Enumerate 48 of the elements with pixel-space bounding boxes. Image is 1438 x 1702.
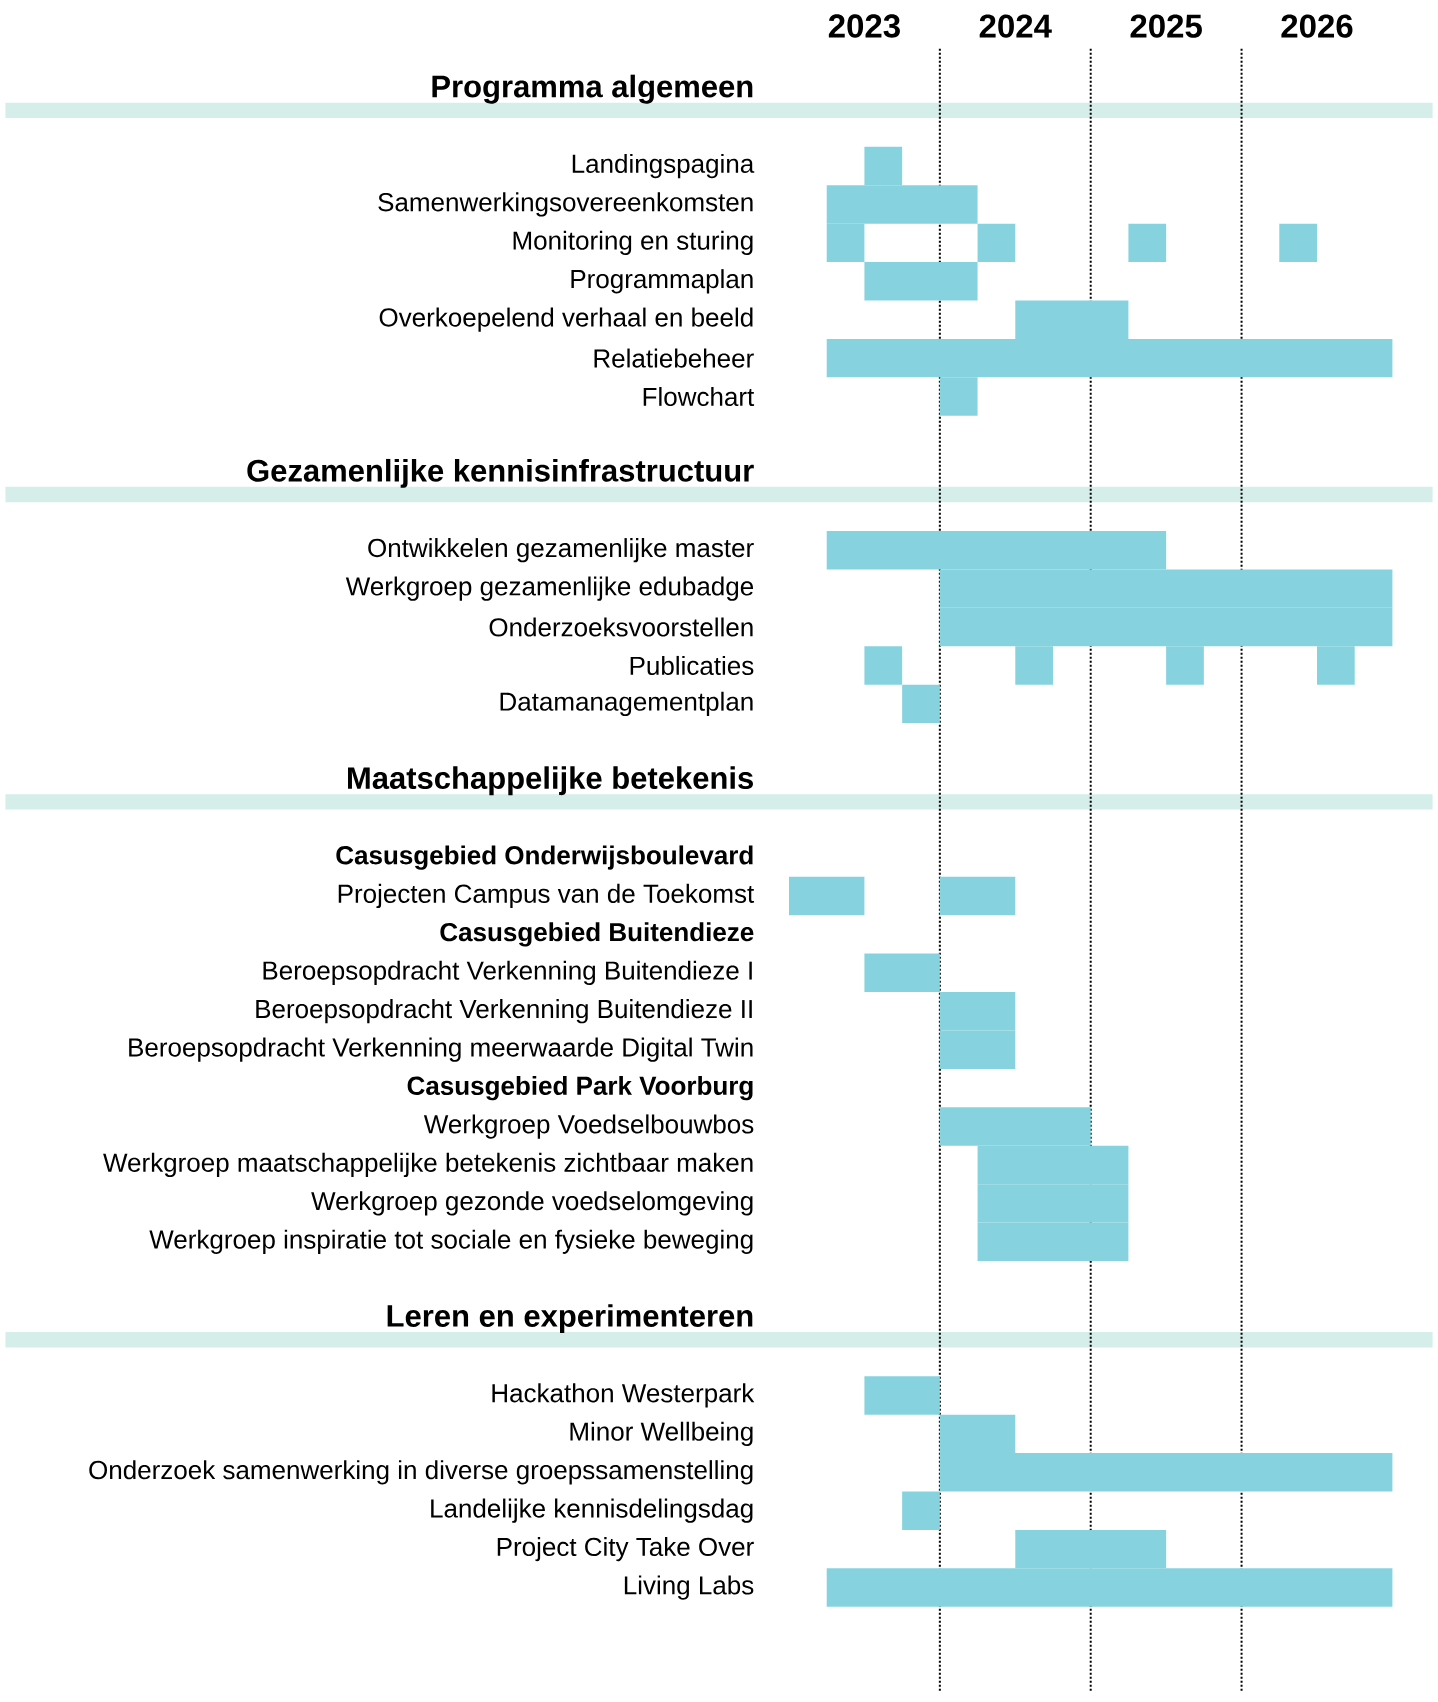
y-tick-label: Werkgroep inspiratie tot sociale en fysieke beweging: [149, 1229, 753, 1254]
y-tick-label: Projecten Campus van de Toekomst: [338, 883, 755, 909]
bar: [902, 1491, 940, 1530]
x-tick-label: 2026: [1281, 14, 1353, 38]
bar: [1128, 223, 1167, 263]
y-tick-label: Living Labs: [624, 1575, 754, 1600]
y-tick-label: Ontwikkelen gezamenlijke master: [368, 538, 754, 563]
bar: [977, 223, 1016, 263]
y-tick-label: Onderzoeksvoorstellen: [489, 617, 753, 637]
y-tick-label: Gezamenlijke kennisinfrastructuur: [247, 458, 754, 488]
y-tick-label: Monitoring en sturing: [513, 230, 753, 255]
x-tick-label: 2025: [1130, 14, 1202, 38]
y-tick-label: Beroepsopdracht Verkenning meerwaarde Digital Twin: [129, 1037, 753, 1062]
y-tick-label: Onderzoek samenwerking in diverse groepssamenstelling: [89, 1460, 753, 1485]
y-tick-label: Leren en experimenteren: [387, 1304, 753, 1334]
y-tick-label: Overkoepelend verhaal en beeld: [379, 307, 753, 332]
y-tick-label: Werkgroep gezonde voedselomgeving: [311, 1191, 753, 1216]
bar: [864, 953, 940, 993]
y-tick-label: Landelijke kennisdelingsdag: [431, 1498, 753, 1523]
y-tick-label: Werkgroep maatschappelijke betekenis zichtbaar maken: [103, 1152, 753, 1178]
y-tick-label: Hackathon Westerpark: [492, 1383, 755, 1408]
y-tick-label: Relatiebeheer: [594, 348, 754, 368]
bar: [902, 684, 940, 724]
y-tick-label: Programmaplan: [571, 269, 753, 294]
bar: [864, 262, 978, 301]
bar: [789, 876, 865, 916]
y-tick-label: Casusgebied Buitendieze: [440, 922, 754, 947]
x-tick-label: 2024: [979, 14, 1052, 38]
x-tick-label: 2023: [828, 14, 900, 38]
y-tick-label: Programma algemeen: [432, 74, 753, 104]
y-tick-label: Samenwerkingsovereenkomsten: [378, 192, 753, 217]
y-tick-label: Casusgebied Onderwijsboulevard: [336, 845, 753, 870]
y-tick-label: Maatschappelijke betekenis: [348, 766, 753, 796]
y-tick-label: Project City Take Over: [497, 1536, 754, 1562]
y-tick-label: Beroepsopdracht Verkenning Buitendieze I: [263, 960, 752, 985]
y-tick-label: Beroepsopdracht Verkenning Buitendieze II: [256, 999, 752, 1024]
y-tick-label: Werkgroep gezamenlijke edubadge: [345, 576, 754, 601]
bar: [864, 646, 903, 685]
bar: [939, 876, 1016, 916]
y-tick-label: Casusgebied Park Voorburg: [407, 1075, 753, 1101]
bar: [864, 1376, 940, 1415]
y-tick-label: Flowchart: [643, 386, 755, 407]
y-tick-label: Datamanagementplan: [500, 691, 753, 717]
bar: [1279, 223, 1317, 263]
y-tick-label: Minor Wellbeing: [570, 1421, 753, 1446]
y-tick-label: Publicaties: [630, 655, 754, 676]
y-tick-label: Werkgroep Voedselbouwbos: [423, 1114, 754, 1139]
y-tick-label: Landingspagina: [572, 153, 755, 179]
